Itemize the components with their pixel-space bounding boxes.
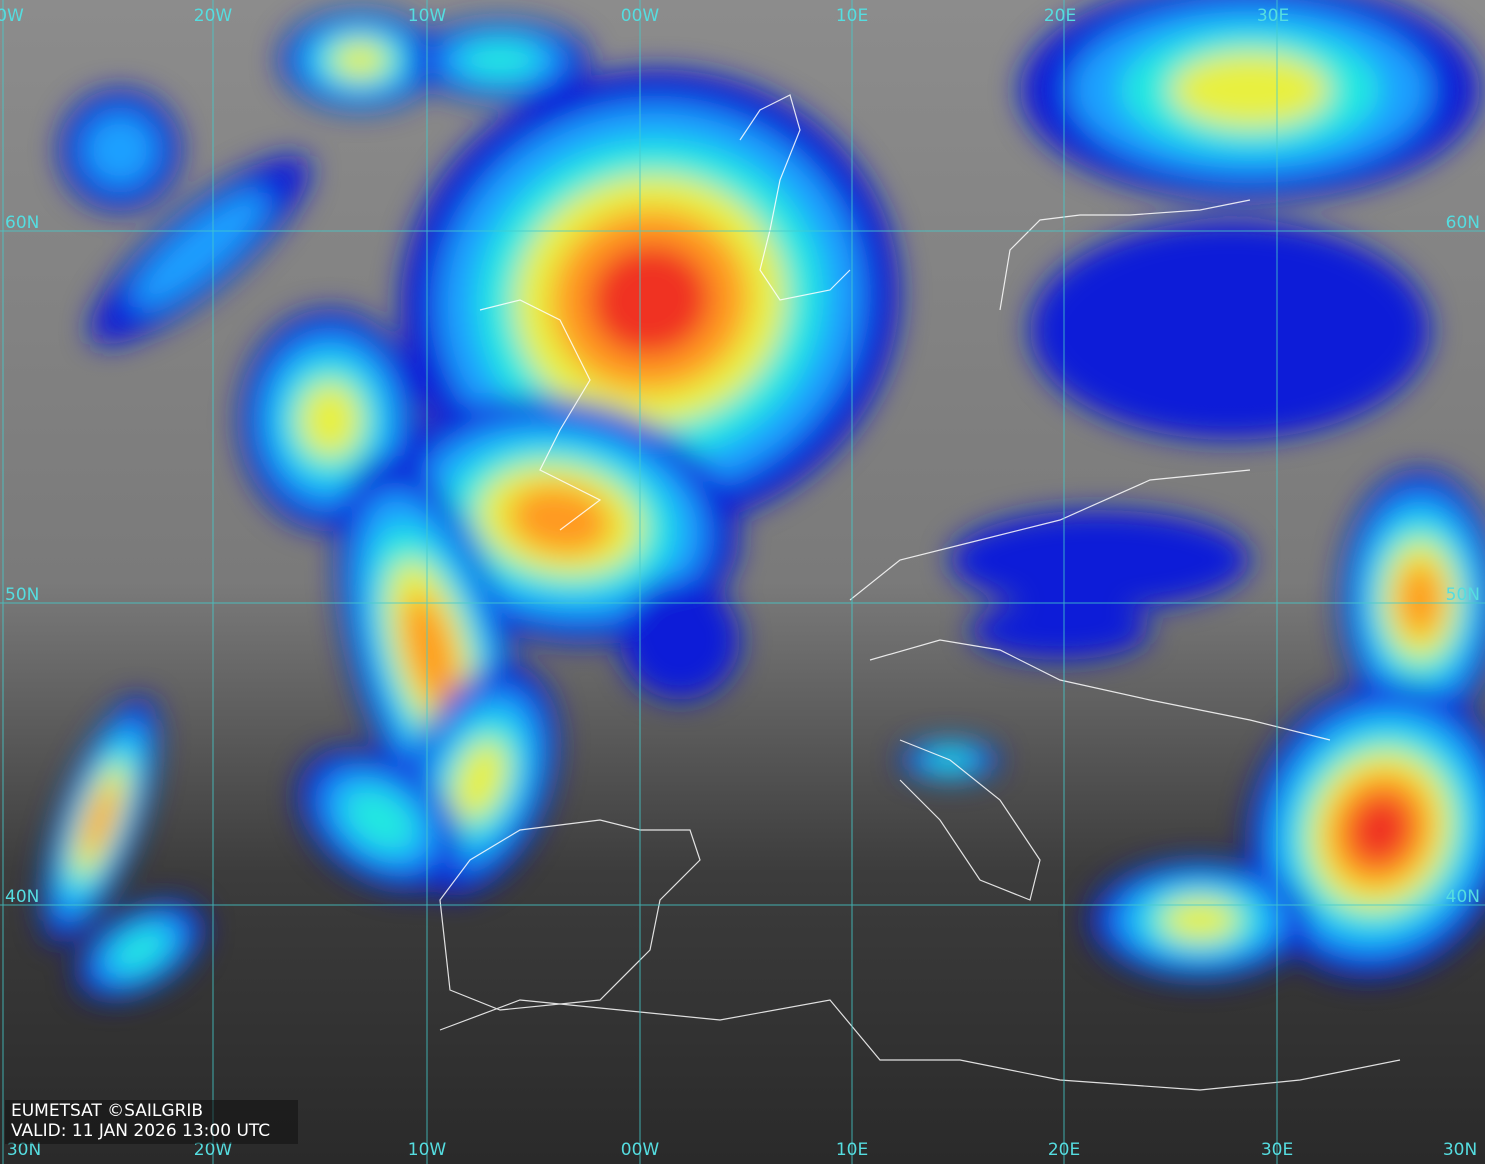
right-label: 40N [1446,887,1480,907]
top-label: 00W [621,6,660,26]
left-label: 40N [5,887,39,907]
bottom-label: 30N [1443,1140,1477,1160]
cloud-blob [83,784,117,856]
cloud-blob [132,191,268,309]
cloud-blob [83,113,157,187]
left-label: 60N [5,213,39,233]
top-label: 0W [0,6,24,26]
cloud-blob [1170,51,1330,129]
bottom-label: 00W [621,1140,660,1160]
cloud-blob [1347,794,1413,866]
bottom-label: 30N [7,1140,41,1160]
top-label: 10W [408,6,447,26]
top-label: 10E [836,6,868,26]
coastlines [439,94,1401,1091]
credit-valid: VALID: 11 JAN 2026 13:00 UTC [11,1121,270,1141]
cloud-blob [403,594,457,706]
cloud-blob [509,485,611,555]
bottom-label: 20W [194,1140,233,1160]
cloud-blob [298,381,362,459]
credit-box [5,1100,298,1144]
cloud-blob [970,600,1150,660]
top-label: 20W [194,6,233,26]
cloud-blob [453,739,507,821]
cloud-blob [1161,899,1239,941]
cloud-blob [620,580,740,700]
right-label: 50N [1446,585,1480,605]
bottom-label: 30E [1261,1140,1293,1160]
cloud-blob [460,42,540,78]
bottom-label: 20E [1048,1140,1080,1160]
cloud-blob [1030,220,1430,440]
cloud-blob [111,928,169,972]
cloud-blob [1397,562,1443,638]
cloud-blob [332,42,388,78]
bottom-label: 10W [408,1140,447,1160]
cloud-blob [343,788,417,852]
right-label: 60N [1446,213,1480,233]
credit-source: EUMETSAT ©SAILGRIB [11,1101,203,1121]
bottom-label: 10E [836,1140,868,1160]
cloud-imagery [41,0,1485,1000]
left-label: 50N [5,585,39,605]
top-label: 20E [1044,6,1076,26]
top-label: 30E [1257,6,1289,26]
cloud-blob [950,510,1250,610]
cloud-blob [589,244,711,356]
